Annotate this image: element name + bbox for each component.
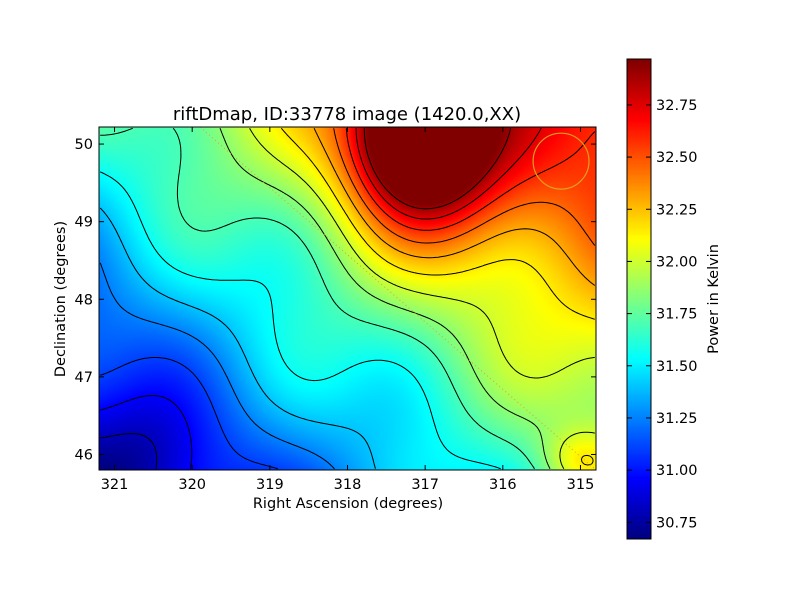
colorbar-ticks: 30.75 31.00 31.25 31.50 31.75 32.00 32.25 32.50… — [627, 98, 698, 531]
colorbar-frame — [626, 58, 652, 540]
colorbar-tick-label: 31.25 — [656, 411, 698, 427]
colorbar-tick-label: 32.00 — [656, 254, 698, 270]
colorbar-tick-label: 30.75 — [656, 515, 698, 531]
contour-path — [99, 127, 596, 470]
colorbar-gradient — [627, 59, 651, 539]
colorbar-tick-label: 31.50 — [656, 359, 698, 375]
x-tick-label: 315 — [567, 477, 595, 493]
y-tick-label: 50 — [75, 137, 93, 153]
dotted-overlay-line — [199, 127, 596, 470]
x-tick-label: 317 — [411, 477, 439, 493]
colorbar-tick-label: 32.25 — [656, 202, 698, 218]
heatmap-image — [99, 127, 596, 470]
x-tick-label: 316 — [489, 477, 517, 493]
chart-title: riftDmap, ID:33778 image (1420.0,XX) — [173, 104, 521, 125]
x-tick-label: 319 — [256, 477, 284, 493]
x-tick-label: 318 — [334, 477, 362, 493]
y-axis: 46 47 48 49 50 — [75, 137, 596, 463]
x-axis: 321 320 319 318 317 316 315 — [101, 127, 595, 493]
colorbar-tick-label: 32.50 — [656, 150, 698, 166]
y-tick-label: 46 — [75, 447, 93, 463]
y-tick-label: 48 — [75, 292, 93, 308]
colorbar-label: Power in Kelvin — [706, 244, 722, 354]
colorbar-tick-label: 31.75 — [656, 307, 698, 323]
x-tick-label: 321 — [101, 477, 129, 493]
y-tick-label: 49 — [75, 215, 93, 231]
y-tick-label: 47 — [75, 370, 93, 386]
x-tick-label: 320 — [178, 477, 206, 493]
colorbar-tick-label: 31.00 — [656, 463, 698, 479]
heatmap-area — [99, 127, 596, 470]
beam-circle — [532, 132, 590, 190]
colorbar: 30.75 31.00 31.25 31.50 31.75 32.00 32.25 32.50… — [626, 58, 698, 540]
y-axis-label: Declination (degrees) — [53, 221, 69, 377]
x-axis-label: Right Ascension (degrees) — [253, 496, 443, 512]
colorbar-tick-label: 32.75 — [656, 98, 698, 114]
contour-lines — [99, 127, 596, 470]
